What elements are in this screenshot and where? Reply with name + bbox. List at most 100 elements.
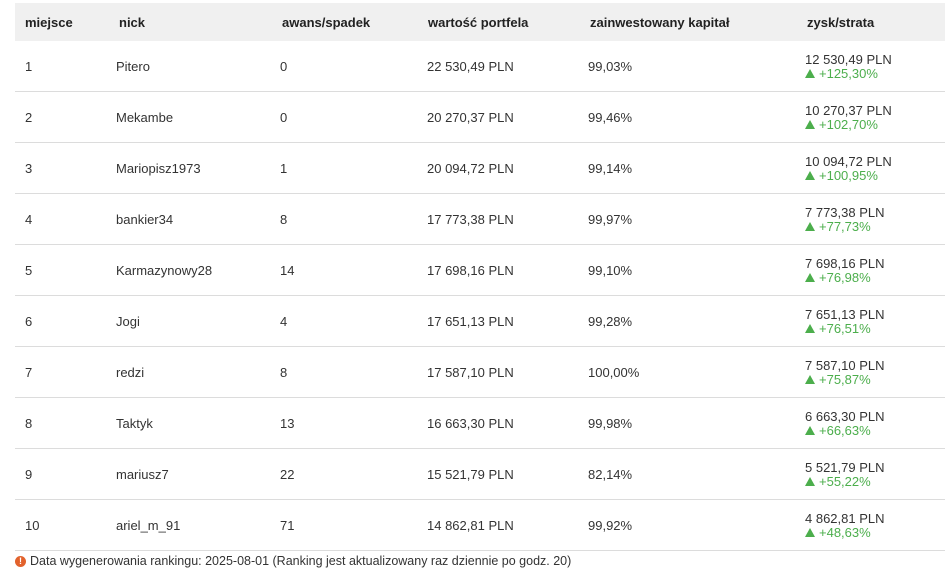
profit-percent: +102,70% xyxy=(805,116,945,132)
cell-place: 4 xyxy=(25,211,33,227)
column-header-invested-capital[interactable]: zainwestowany kapitał xyxy=(590,14,730,30)
cell-portfolio-value: 17 587,10 PLN xyxy=(427,364,514,380)
table-row[interactable]: 6 Jogi 4 17 651,13 PLN 99,28% 7 651,13 PLN +76… xyxy=(15,296,945,347)
cell-nick[interactable]: ariel_m_91 xyxy=(116,517,181,533)
ranking-table: miejsce nick awans/spadek wartość portfe… xyxy=(15,3,945,551)
cell-profit-loss: 7 698,16 PLN +76,98% xyxy=(805,256,945,285)
cell-nick[interactable]: bankier34 xyxy=(116,211,174,227)
profit-percent: +75,87% xyxy=(805,371,945,387)
profit-percent-value: +77,73% xyxy=(819,218,871,234)
cell-portfolio-value: 17 773,38 PLN xyxy=(427,211,514,227)
triangle-up-icon xyxy=(805,425,815,435)
cell-promotion: 1 xyxy=(280,160,288,176)
profit-percent-value: +125,30% xyxy=(819,65,878,81)
cell-nick[interactable]: redzi xyxy=(116,364,145,380)
cell-promotion: 0 xyxy=(280,109,288,125)
table-row[interactable]: 8 Taktyk 13 16 663,30 PLN 99,98% 6 663,30 PLN… xyxy=(15,398,945,449)
ranking-generated-text: Data wygenerowania rankingu: 2025-08-01 … xyxy=(30,554,572,568)
column-header-nick[interactable]: nick xyxy=(119,14,146,30)
profit-percent-value: +102,70% xyxy=(819,116,878,132)
cell-profit-loss: 7 587,10 PLN +75,87% xyxy=(805,358,945,387)
table-row[interactable]: 9 mariusz7 22 15 521,79 PLN 82,14% 5 521,79 P… xyxy=(15,449,945,500)
profit-value: 10 270,37 PLN xyxy=(805,102,892,118)
profit-value: 7 698,16 PLN xyxy=(805,255,885,271)
profit-percent-value: +66,63% xyxy=(819,422,871,438)
cell-place: 8 xyxy=(25,415,33,431)
triangle-up-icon xyxy=(805,476,815,486)
table-row[interactable]: 2 Mekambe 0 20 270,37 PLN 99,46% 10 270,37 PL… xyxy=(15,92,945,143)
cell-place: 5 xyxy=(25,262,33,278)
cell-place: 2 xyxy=(25,109,33,125)
profit-value: 5 521,79 PLN xyxy=(805,459,885,475)
cell-nick[interactable]: Taktyk xyxy=(116,415,153,431)
cell-nick[interactable]: Jogi xyxy=(116,313,140,329)
cell-nick[interactable]: Mariopisz1973 xyxy=(116,160,201,176)
cell-nick[interactable]: Pitero xyxy=(116,58,150,74)
profit-percent-value: +76,51% xyxy=(819,320,871,336)
table-row[interactable]: 10 ariel_m_91 71 14 862,81 PLN 99,92% 4 862,8… xyxy=(15,500,945,551)
triangle-up-icon xyxy=(805,119,815,129)
profit-percent-value: +48,63% xyxy=(819,524,871,540)
cell-nick[interactable]: Karmazynowy28 xyxy=(116,262,213,278)
cell-promotion: 22 xyxy=(280,466,295,482)
cell-place: 3 xyxy=(25,160,33,176)
table-row[interactable]: 1 Pitero 0 22 530,49 PLN 99,03% 12 530,49 PLN… xyxy=(15,41,945,92)
cell-promotion: 4 xyxy=(280,313,288,329)
table-row[interactable]: 4 bankier34 8 17 773,38 PLN 99,97% 7 773,38 P… xyxy=(15,194,945,245)
info-icon: ! xyxy=(15,555,26,567)
triangle-up-icon xyxy=(805,527,815,537)
profit-value: 7 587,10 PLN xyxy=(805,357,885,373)
cell-promotion: 8 xyxy=(280,211,288,227)
cell-nick[interactable]: mariusz7 xyxy=(116,466,169,482)
cell-invested-capital: 99,98% xyxy=(588,415,633,431)
column-header-promotion[interactable]: awans/spadek xyxy=(282,14,371,30)
table-row[interactable]: 5 Karmazynowy28 14 17 698,16 PLN 99,10% 7 698… xyxy=(15,245,945,296)
profit-percent: +100,95% xyxy=(805,167,945,183)
cell-invested-capital: 99,28% xyxy=(588,313,633,329)
profit-percent-value: +75,87% xyxy=(819,371,871,387)
profit-percent-value: +100,95% xyxy=(819,167,878,183)
table-row[interactable]: 7 redzi 8 17 587,10 PLN 100,00% 7 587,10 PLN +… xyxy=(15,347,945,398)
cell-promotion: 14 xyxy=(280,262,295,278)
profit-value: 10 094,72 PLN xyxy=(805,153,892,169)
table-row[interactable]: 3 Mariopisz1973 1 20 094,72 PLN 99,14% 10 094… xyxy=(15,143,945,194)
column-header-profit-loss[interactable]: zysk/strata xyxy=(807,14,875,30)
cell-portfolio-value: 15 521,79 PLN xyxy=(427,466,514,482)
cell-profit-loss: 7 773,38 PLN +77,73% xyxy=(805,205,945,234)
cell-portfolio-value: 17 651,13 PLN xyxy=(427,313,514,329)
profit-percent: +76,98% xyxy=(805,270,945,285)
profit-percent: +77,73% xyxy=(805,218,945,234)
profit-percent: +125,30% xyxy=(805,65,945,81)
cell-profit-loss: 10 094,72 PLN +100,95% xyxy=(805,154,945,183)
triangle-up-icon xyxy=(805,374,815,384)
cell-place: 9 xyxy=(25,466,33,482)
cell-profit-loss: 10 270,37 PLN +102,70% xyxy=(805,103,945,132)
cell-profit-loss: 6 663,30 PLN +66,63% xyxy=(805,409,945,438)
profit-percent: +48,63% xyxy=(805,524,945,540)
profit-value: 6 663,30 PLN xyxy=(805,408,885,424)
cell-invested-capital: 99,14% xyxy=(588,160,633,176)
ranking-footer-note: ! Data wygenerowania rankingu: 2025-08-0… xyxy=(15,554,571,568)
cell-portfolio-value: 14 862,81 PLN xyxy=(427,517,514,533)
profit-percent-value: +55,22% xyxy=(819,473,871,489)
cell-portfolio-value: 20 270,37 PLN xyxy=(427,109,514,125)
cell-place: 1 xyxy=(25,58,33,74)
cell-promotion: 71 xyxy=(280,517,295,533)
table-body: 1 Pitero 0 22 530,49 PLN 99,03% 12 530,49 PLN… xyxy=(15,41,945,551)
cell-portfolio-value: 20 094,72 PLN xyxy=(427,160,514,176)
cell-promotion: 0 xyxy=(280,58,288,74)
cell-promotion: 13 xyxy=(280,415,295,431)
column-header-portfolio-value[interactable]: wartość portfela xyxy=(428,14,529,30)
cell-profit-loss: 7 651,13 PLN +76,51% xyxy=(805,307,945,336)
cell-nick[interactable]: Mekambe xyxy=(116,109,174,125)
profit-percent: +66,63% xyxy=(805,422,945,438)
cell-portfolio-value: 16 663,30 PLN xyxy=(427,415,514,431)
table-header: miejsce nick awans/spadek wartość portfe… xyxy=(15,3,945,41)
profit-percent: +76,51% xyxy=(805,320,945,336)
triangle-up-icon xyxy=(805,272,815,282)
cell-invested-capital: 99,46% xyxy=(588,109,633,125)
cell-profit-loss: 12 530,49 PLN +125,30% xyxy=(805,52,945,81)
cell-place: 7 xyxy=(25,364,33,380)
column-header-place[interactable]: miejsce xyxy=(25,14,73,30)
cell-place: 6 xyxy=(25,313,33,329)
